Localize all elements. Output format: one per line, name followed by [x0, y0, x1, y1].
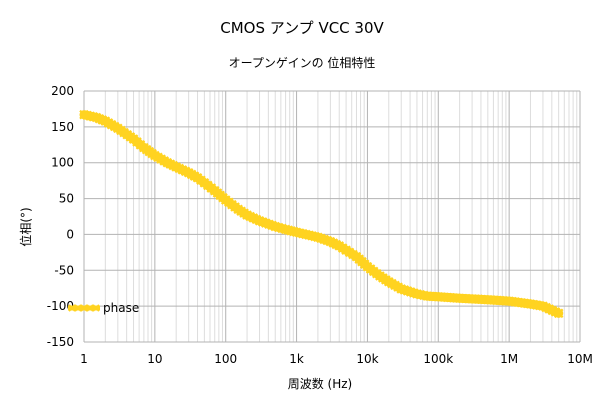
series-layer — [79, 109, 564, 319]
x-tick-label: 10k — [356, 352, 378, 366]
x-tick-label: 1 — [80, 352, 88, 366]
data-point — [535, 300, 545, 311]
x-tick-label: 100 — [214, 352, 237, 366]
y-tick-label: 50 — [59, 192, 74, 206]
tick-labels: 200 150 100 50 0 -50 -100 -150 1 10 100 1k 10k 100k 1M… — [47, 84, 593, 366]
legend-marker — [68, 304, 76, 312]
data-point — [553, 308, 564, 319]
x-axis-label: 周波数 (Hz) — [288, 376, 353, 391]
y-tick-label: 200 — [51, 84, 74, 98]
y-tick-label: -50 — [54, 263, 74, 277]
chart-subtitle: オープンゲインの 位相特性 — [229, 55, 376, 70]
x-tick-label: 10 — [147, 352, 162, 366]
y-tick-label: -100 — [47, 299, 74, 313]
x-tick-label: 1M — [500, 352, 518, 366]
legend-marker — [80, 304, 88, 312]
y-tick-label: 150 — [51, 120, 74, 134]
legend-marker — [86, 304, 94, 312]
legend-label: phase — [103, 301, 139, 315]
y-axis-label: 位相(°) — [18, 207, 33, 246]
legend-marker — [92, 304, 100, 312]
y-tick-label: 0 — [66, 227, 74, 241]
legend-marker — [74, 304, 82, 312]
y-tick-label: 100 — [51, 156, 74, 170]
y-tick-label: -150 — [47, 335, 74, 349]
x-tick-label: 100k — [423, 352, 453, 366]
axes — [83, 91, 580, 343]
legend: phase — [68, 301, 139, 315]
chart-title: CMOS アンプ VCC 30V — [220, 19, 384, 37]
grid — [83, 90, 581, 343]
x-tick-label: 1k — [289, 352, 304, 366]
x-tick-label: 10M — [567, 352, 593, 366]
